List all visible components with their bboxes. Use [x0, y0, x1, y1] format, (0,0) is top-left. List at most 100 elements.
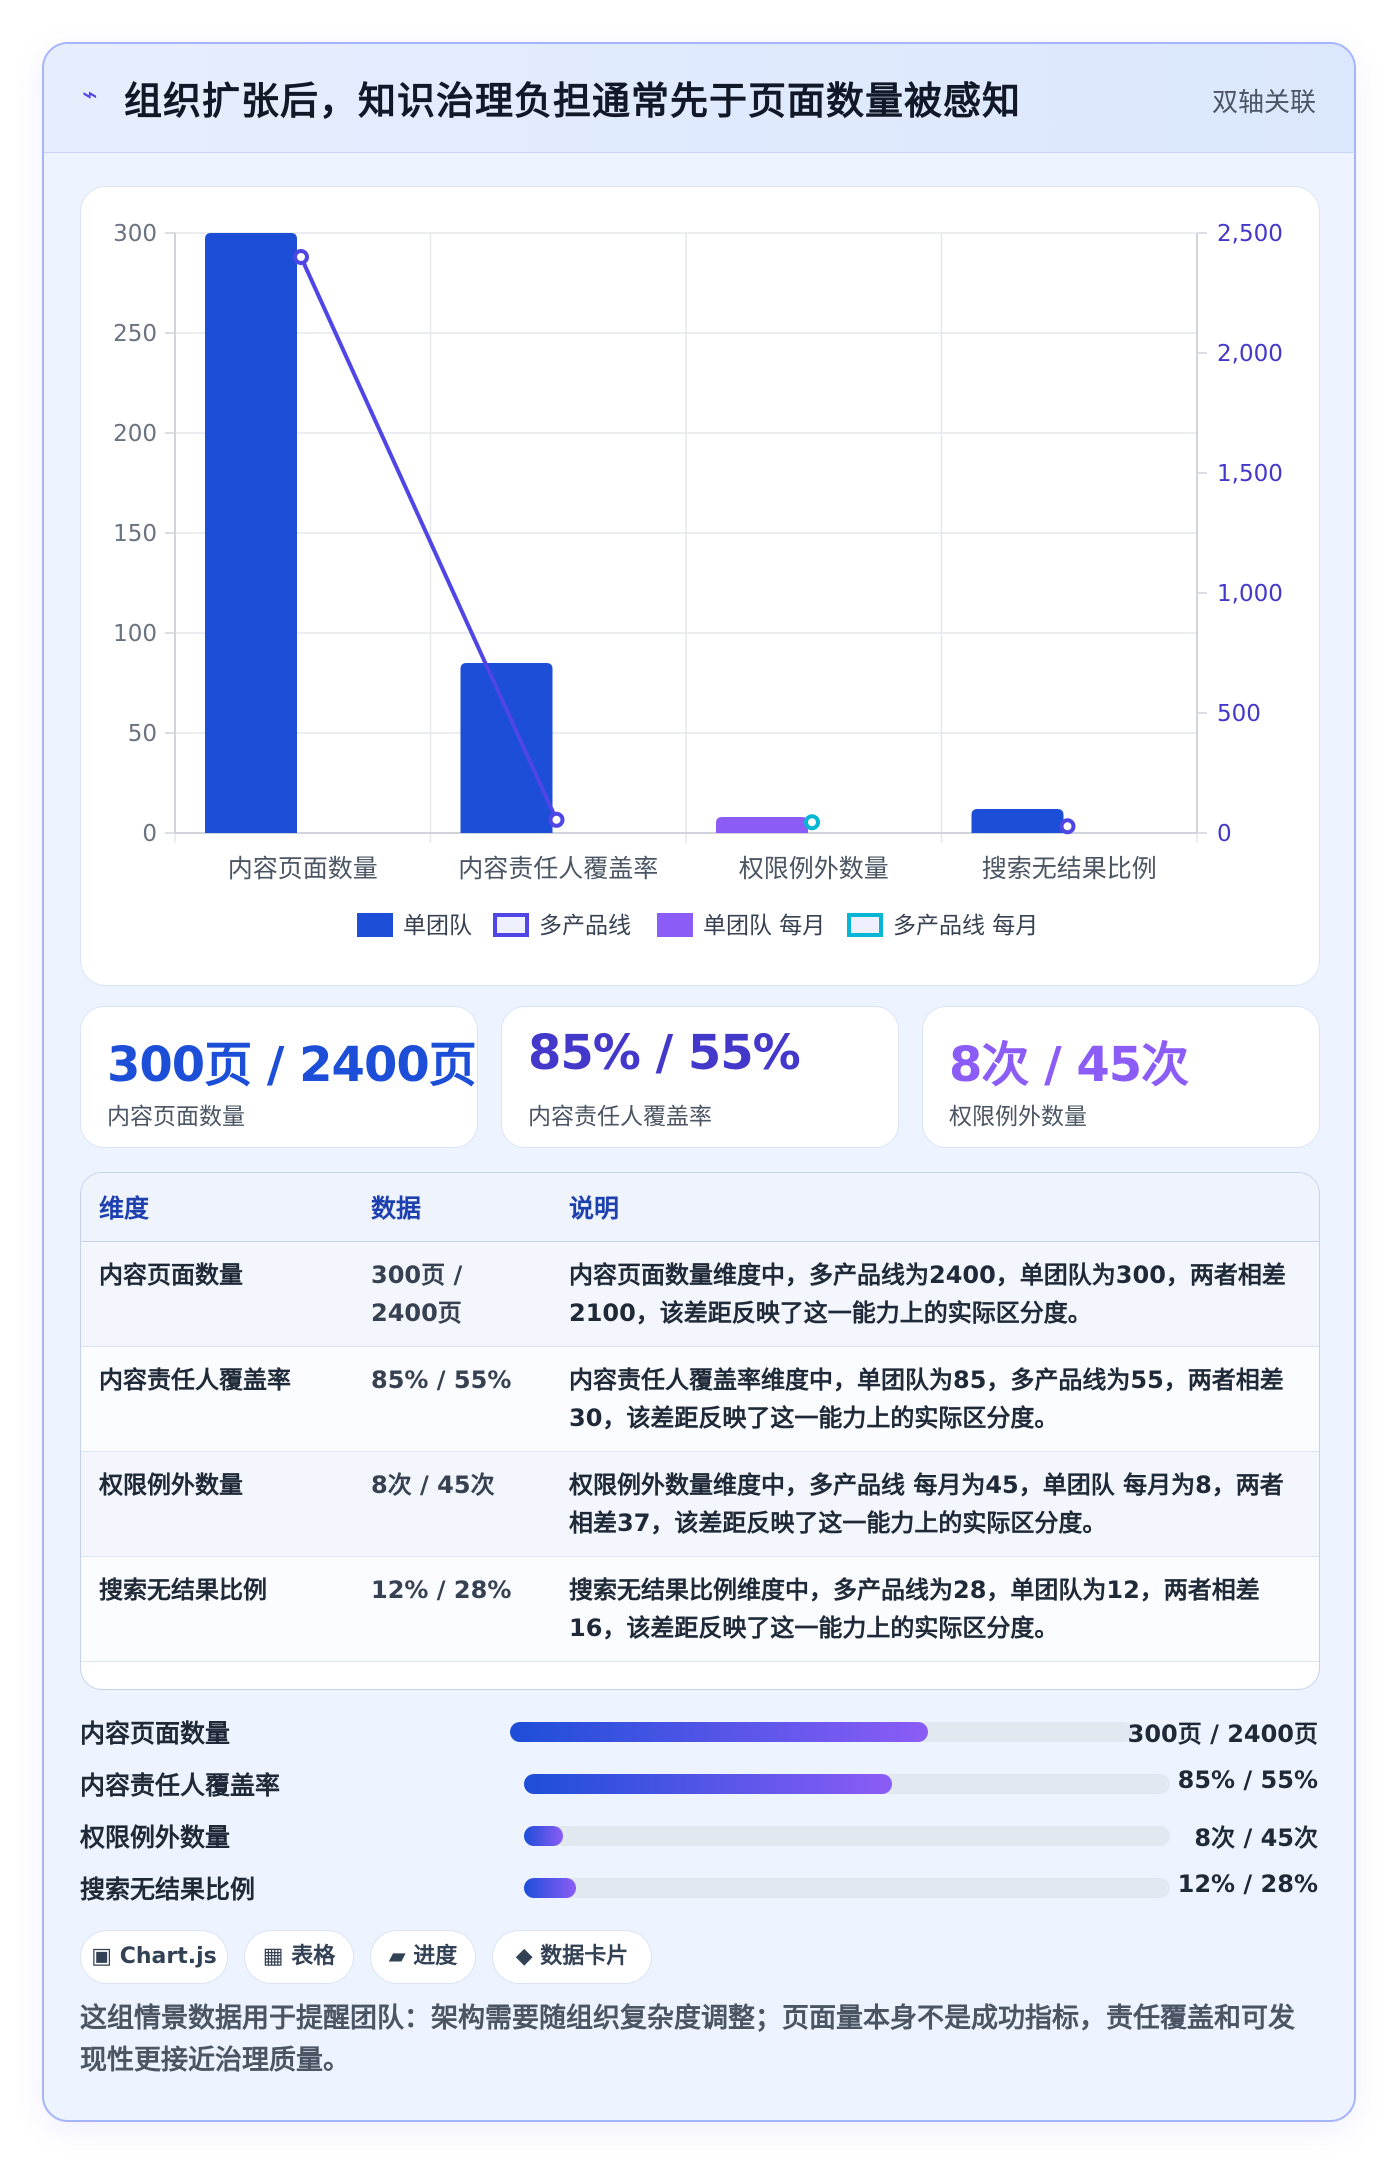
- y-right-tick-label: 1,500: [1217, 461, 1283, 487]
- table-cell-data: 12% / 28%: [353, 1556, 551, 1662]
- chip-label: 表格: [291, 1944, 336, 1969]
- y-left-tick-label: 150: [113, 521, 157, 547]
- table-cell-data: 85% / 55%: [353, 1346, 551, 1452]
- square-icon: ▣: [91, 1944, 113, 1969]
- legend-swatch: [493, 913, 529, 937]
- chip-chartjs[interactable]: ▣ Chart.js: [80, 1930, 228, 1984]
- page-title: 组织扩张后，知识治理负担通常先于页面数量被感知: [124, 79, 1022, 123]
- x-tick-label: 权限例外数量: [739, 854, 889, 883]
- legend-label: 多产品线: [539, 913, 631, 939]
- line-point: [1059, 818, 1076, 835]
- y-left-tick-label: 300: [113, 221, 157, 247]
- progress-value: 300页 / 2400页: [1127, 1720, 1318, 1748]
- stat-value: 300页 / 2400页: [107, 1037, 477, 1093]
- header-tag: 双轴关联: [1211, 88, 1316, 118]
- column-header: 说明: [551, 1173, 1319, 1242]
- chip-label: Chart.js: [119, 1944, 217, 1969]
- bar: [971, 809, 1064, 833]
- x-tick-label: 内容责任人覆盖率: [458, 854, 658, 883]
- legend-swatch: [657, 913, 693, 937]
- parallelogram-icon: ▰: [388, 1944, 406, 1969]
- legend-label: 单团队: [403, 913, 472, 939]
- progress-fill: [524, 1826, 563, 1846]
- stat-label: 内容责任人覆盖率: [528, 1104, 712, 1130]
- progress-fill: [510, 1722, 929, 1742]
- table-cell-dimension: 内容页面数量: [81, 1241, 353, 1347]
- chip-progress[interactable]: ▰ 进度: [370, 1930, 476, 1984]
- table-cell-description: 搜索无结果比例维度中，多产品线为28，单团队为12，两者相差16，该差距反映了这…: [551, 1556, 1319, 1662]
- stat-card: 8次 / 45次 权限例外数量: [922, 1006, 1320, 1148]
- series-line: [299, 256, 559, 821]
- x-tick-label: 内容页面数量: [228, 854, 378, 883]
- progress-label: 内容页面数量: [80, 1719, 231, 1748]
- table-cell-description: 权限例外数量维度中，多产品线 每月为45，单团队 每月为8，两者相差37，该差距…: [551, 1451, 1319, 1557]
- legend-swatch: [357, 913, 393, 937]
- y-left-tick-label: 0: [142, 821, 157, 847]
- footer-note: 这组情景数据用于提醒团队：架构需要随组织复杂度调整；页面量本身不是成功指标，责任…: [80, 2003, 1295, 2076]
- y-right-tick-label: 1,000: [1217, 581, 1283, 607]
- progress-label: 搜索无结果比例: [80, 1875, 256, 1904]
- legend-label: 多产品线 每月: [893, 913, 1038, 939]
- table-cell-description: 内容责任人覆盖率维度中，单团队为85，多产品线为55，两者相差30，该差距反映了…: [551, 1346, 1319, 1452]
- table-cell-dimension: 内容责任人覆盖率: [81, 1346, 353, 1452]
- y-right-tick-label: 2,500: [1217, 221, 1283, 247]
- progress-track: [524, 1774, 1170, 1794]
- y-right-tick-label: 500: [1217, 701, 1261, 727]
- card-header: ⌁ 组织扩张后，知识治理负担通常先于页面数量被感知 双轴关联: [44, 44, 1354, 153]
- table-cell-data: 8次 / 45次: [353, 1451, 551, 1557]
- chip-label: 数据卡片: [540, 1944, 629, 1969]
- progress-track: [510, 1722, 1134, 1742]
- progress-value: 8次 / 45次: [1194, 1824, 1318, 1852]
- x-tick-label: 搜索无结果比例: [982, 854, 1157, 883]
- y-left-tick-label: 50: [128, 721, 157, 747]
- table-cell-dimension: 权限例外数量: [81, 1451, 353, 1557]
- legend-label: 单团队 每月: [703, 913, 825, 939]
- stat-label: 权限例外数量: [949, 1104, 1087, 1130]
- y-left-tick-label: 100: [113, 621, 157, 647]
- grid-icon: ▦: [262, 1944, 284, 1969]
- table-row: 搜索无结果比例 12% / 28% 搜索无结果比例维度中，多产品线为28，单团队…: [81, 1556, 1319, 1662]
- table-cell-data: 300页 / 2400页: [353, 1241, 551, 1347]
- column-header: 数据: [353, 1173, 551, 1242]
- y-right-tick-label: 2,000: [1217, 341, 1283, 367]
- progress-fill: [524, 1878, 576, 1898]
- legend-swatch: [847, 913, 883, 937]
- stat-card: 300页 / 2400页 内容页面数量: [80, 1006, 478, 1148]
- data-table: 维度 数据 说明 内容页面数量 300页 / 2400页 内容页面数量维度中，多…: [80, 1172, 1320, 1690]
- line-point: [548, 811, 565, 828]
- progress-value: 12% / 28%: [1177, 1870, 1318, 1898]
- stat-value: 85% / 55%: [528, 1025, 801, 1081]
- line-point: [804, 814, 820, 831]
- bar: [205, 233, 297, 833]
- table-row: 权限例外数量 8次 / 45次 权限例外数量维度中，多产品线 每月为45，单团队…: [81, 1451, 1319, 1557]
- lightning-icon: ⌁: [82, 80, 98, 110]
- table-row: 内容责任人覆盖率 85% / 55% 内容责任人覆盖率维度中，单团队为85，多产…: [81, 1346, 1319, 1452]
- column-header: 维度: [81, 1173, 353, 1242]
- content-card: ⌁ 组织扩张后，知识治理负担通常先于页面数量被感知 双轴关联 0 50 100 150…: [42, 42, 1356, 2122]
- progress-fill: [524, 1774, 893, 1794]
- table-row: 内容页面数量 300页 / 2400页 内容页面数量维度中，多产品线为2400，…: [81, 1241, 1319, 1347]
- line-point: [293, 249, 309, 265]
- chip-table[interactable]: ▦ 表格: [244, 1930, 354, 1984]
- combo-chart: 0 50 100 150 200 250 300 0 500 1,000 1,500 2,000 2,5…: [113, 221, 1283, 939]
- y-left-tick-label: 250: [113, 321, 157, 347]
- table-cell-description: 内容页面数量维度中，多产品线为2400，单团队为300，两者相差2100，该差距…: [551, 1241, 1319, 1347]
- table-header-row: 维度 数据 说明: [81, 1173, 1319, 1242]
- progress-value: 85% / 55%: [1177, 1766, 1318, 1794]
- progress-track: [524, 1878, 1170, 1898]
- bar: [460, 663, 553, 833]
- progress-label: 权限例外数量: [80, 1823, 231, 1852]
- y-right-tick-label: 0: [1217, 821, 1232, 847]
- progress-label: 内容责任人覆盖率: [80, 1771, 281, 1800]
- diamond-icon: ◆: [515, 1944, 533, 1969]
- stat-value: 8次 / 45次: [949, 1037, 1189, 1093]
- y-left-tick-label: 200: [113, 421, 157, 447]
- stat-label: 内容页面数量: [107, 1104, 245, 1130]
- chip-label: 进度: [413, 1944, 458, 1969]
- stat-card: 85% / 55% 内容责任人覆盖率: [501, 1006, 899, 1148]
- progress-track: [524, 1826, 1170, 1846]
- chip-data-card[interactable]: ◆ 数据卡片: [492, 1930, 652, 1984]
- bar: [716, 817, 808, 833]
- chart-panel: 0 50 100 150 200 250 300 0 500 1,000 1,500 2,000 2,5…: [80, 186, 1320, 986]
- table-cell-dimension: 搜索无结果比例: [81, 1556, 353, 1662]
